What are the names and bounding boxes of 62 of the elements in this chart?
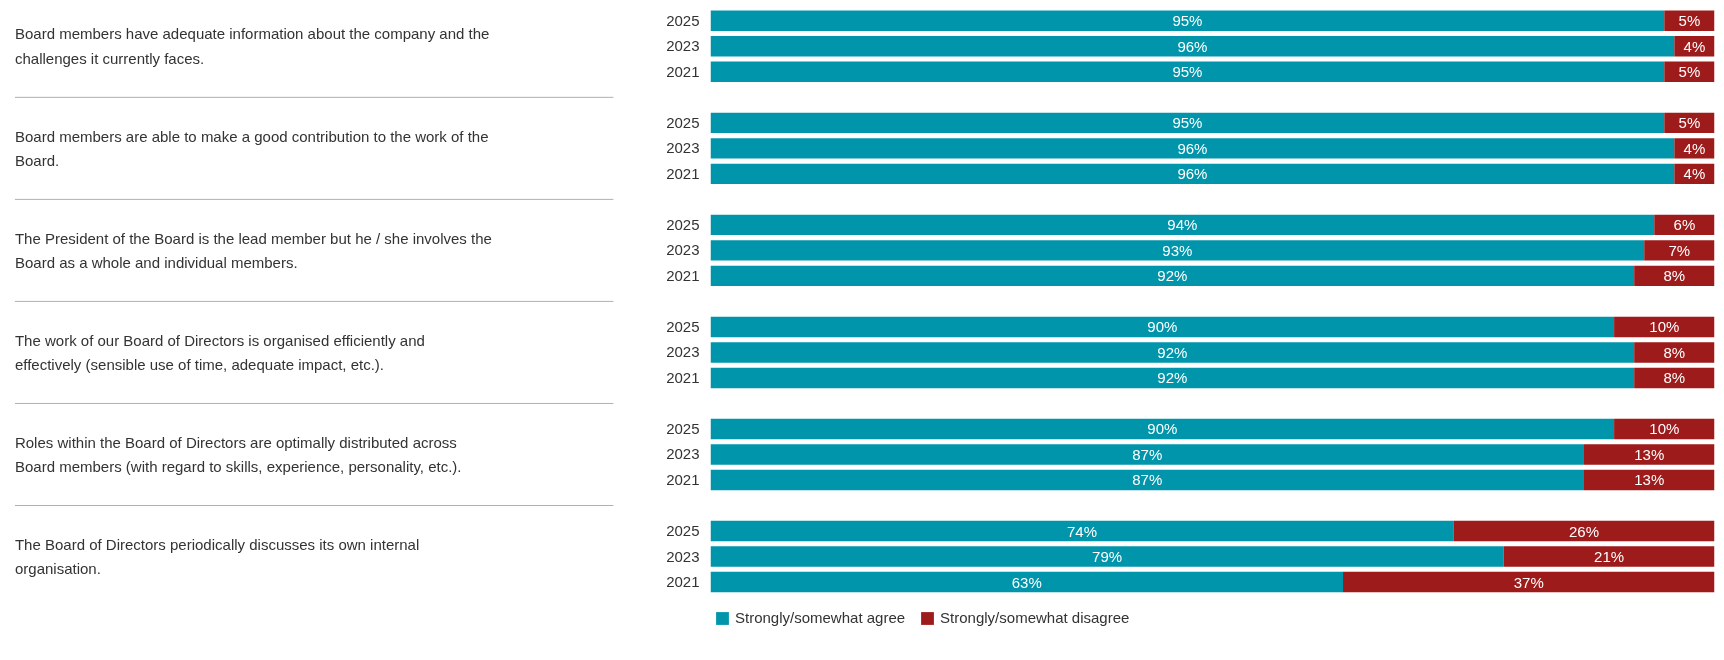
- y-tick-label: 2025: [666, 215, 700, 233]
- y-tick-label: 2025: [666, 419, 700, 437]
- y-tick-label: 2021: [666, 164, 700, 182]
- data-label: 87%: [1132, 445, 1163, 463]
- data-label: 6%: [1673, 216, 1696, 234]
- data-label: 37%: [1513, 573, 1544, 591]
- data-label: 8%: [1663, 267, 1686, 285]
- data-label: 21%: [1594, 548, 1625, 566]
- text: Board members have adequate information about the company and the challenges it currently faces.: [14, 25, 490, 68]
- y-tick-label: 2023: [666, 445, 700, 463]
- data-label: 26%: [1568, 522, 1599, 540]
- data-label: 95%: [1172, 12, 1203, 30]
- text: Board members are able to make a good contribution to the work of the Board.: [14, 127, 489, 170]
- data-label: 96%: [1177, 139, 1208, 157]
- y-tick-label: 2023: [666, 139, 700, 157]
- y-tick-label: 2023: [666, 547, 700, 565]
- data-label: 10%: [1649, 420, 1680, 438]
- data-label: 92%: [1157, 343, 1188, 361]
- legend-label: Strongly/somewhat disagree: [940, 609, 1130, 626]
- data-label: 4%: [1683, 139, 1706, 157]
- data-label: 87%: [1132, 471, 1163, 489]
- y-tick-label: 2023: [666, 343, 700, 361]
- data-label: 95%: [1172, 114, 1203, 132]
- data-label: 5%: [1678, 63, 1701, 81]
- y-tick-label: 2025: [666, 317, 700, 335]
- y-tick-label: 2025: [666, 11, 700, 29]
- data-label: 79%: [1092, 548, 1123, 566]
- data-label: 5%: [1678, 114, 1701, 132]
- data-label: 13%: [1634, 471, 1665, 489]
- data-label: 13%: [1634, 445, 1665, 463]
- y-tick-label: 2025: [666, 522, 700, 540]
- text: The work of our Board of Directors is organised efficiently and effectively (sensible use of time, adequate impact, etc.).: [14, 331, 425, 374]
- data-label: 92%: [1157, 369, 1188, 387]
- data-label: 94%: [1167, 216, 1198, 234]
- data-label: 93%: [1162, 241, 1193, 259]
- data-label: 5%: [1678, 12, 1701, 30]
- y-tick-label: 2021: [666, 470, 700, 488]
- data-label: 63%: [1011, 573, 1042, 591]
- y-tick-label: 2021: [666, 62, 700, 80]
- data-label: 4%: [1683, 37, 1706, 55]
- text: The Board of Directors periodically discusses its own internal organisation.: [14, 535, 420, 578]
- data-label: 4%: [1683, 165, 1706, 183]
- data-label: 95%: [1172, 63, 1203, 81]
- data-label: 96%: [1177, 37, 1208, 55]
- y-tick-label: 2023: [666, 37, 700, 55]
- data-label: 92%: [1157, 267, 1188, 285]
- data-label: 7%: [1668, 241, 1691, 259]
- text: Roles within the Board of Directors are optimally distributed across Board members (with regard to skills, experience, personality, etc.).: [14, 433, 462, 476]
- y-tick-label: 2021: [666, 368, 700, 386]
- y-tick-label: 2021: [666, 573, 700, 591]
- data-label: 10%: [1649, 318, 1680, 336]
- legend-label: Strongly/somewhat agree: [735, 609, 906, 626]
- data-label: 90%: [1147, 318, 1178, 336]
- data-label: 8%: [1663, 343, 1686, 361]
- data-label: 8%: [1663, 369, 1686, 387]
- y-tick-label: 2023: [666, 241, 700, 259]
- data-label: 96%: [1177, 165, 1208, 183]
- y-tick-label: 2021: [666, 266, 700, 284]
- text: The President of the Board is the lead member but he / she involves the Board as a whole and individual members.: [14, 229, 492, 272]
- data-label: 74%: [1066, 522, 1097, 540]
- y-tick-label: 2025: [666, 113, 700, 131]
- data-label: 90%: [1147, 420, 1178, 438]
